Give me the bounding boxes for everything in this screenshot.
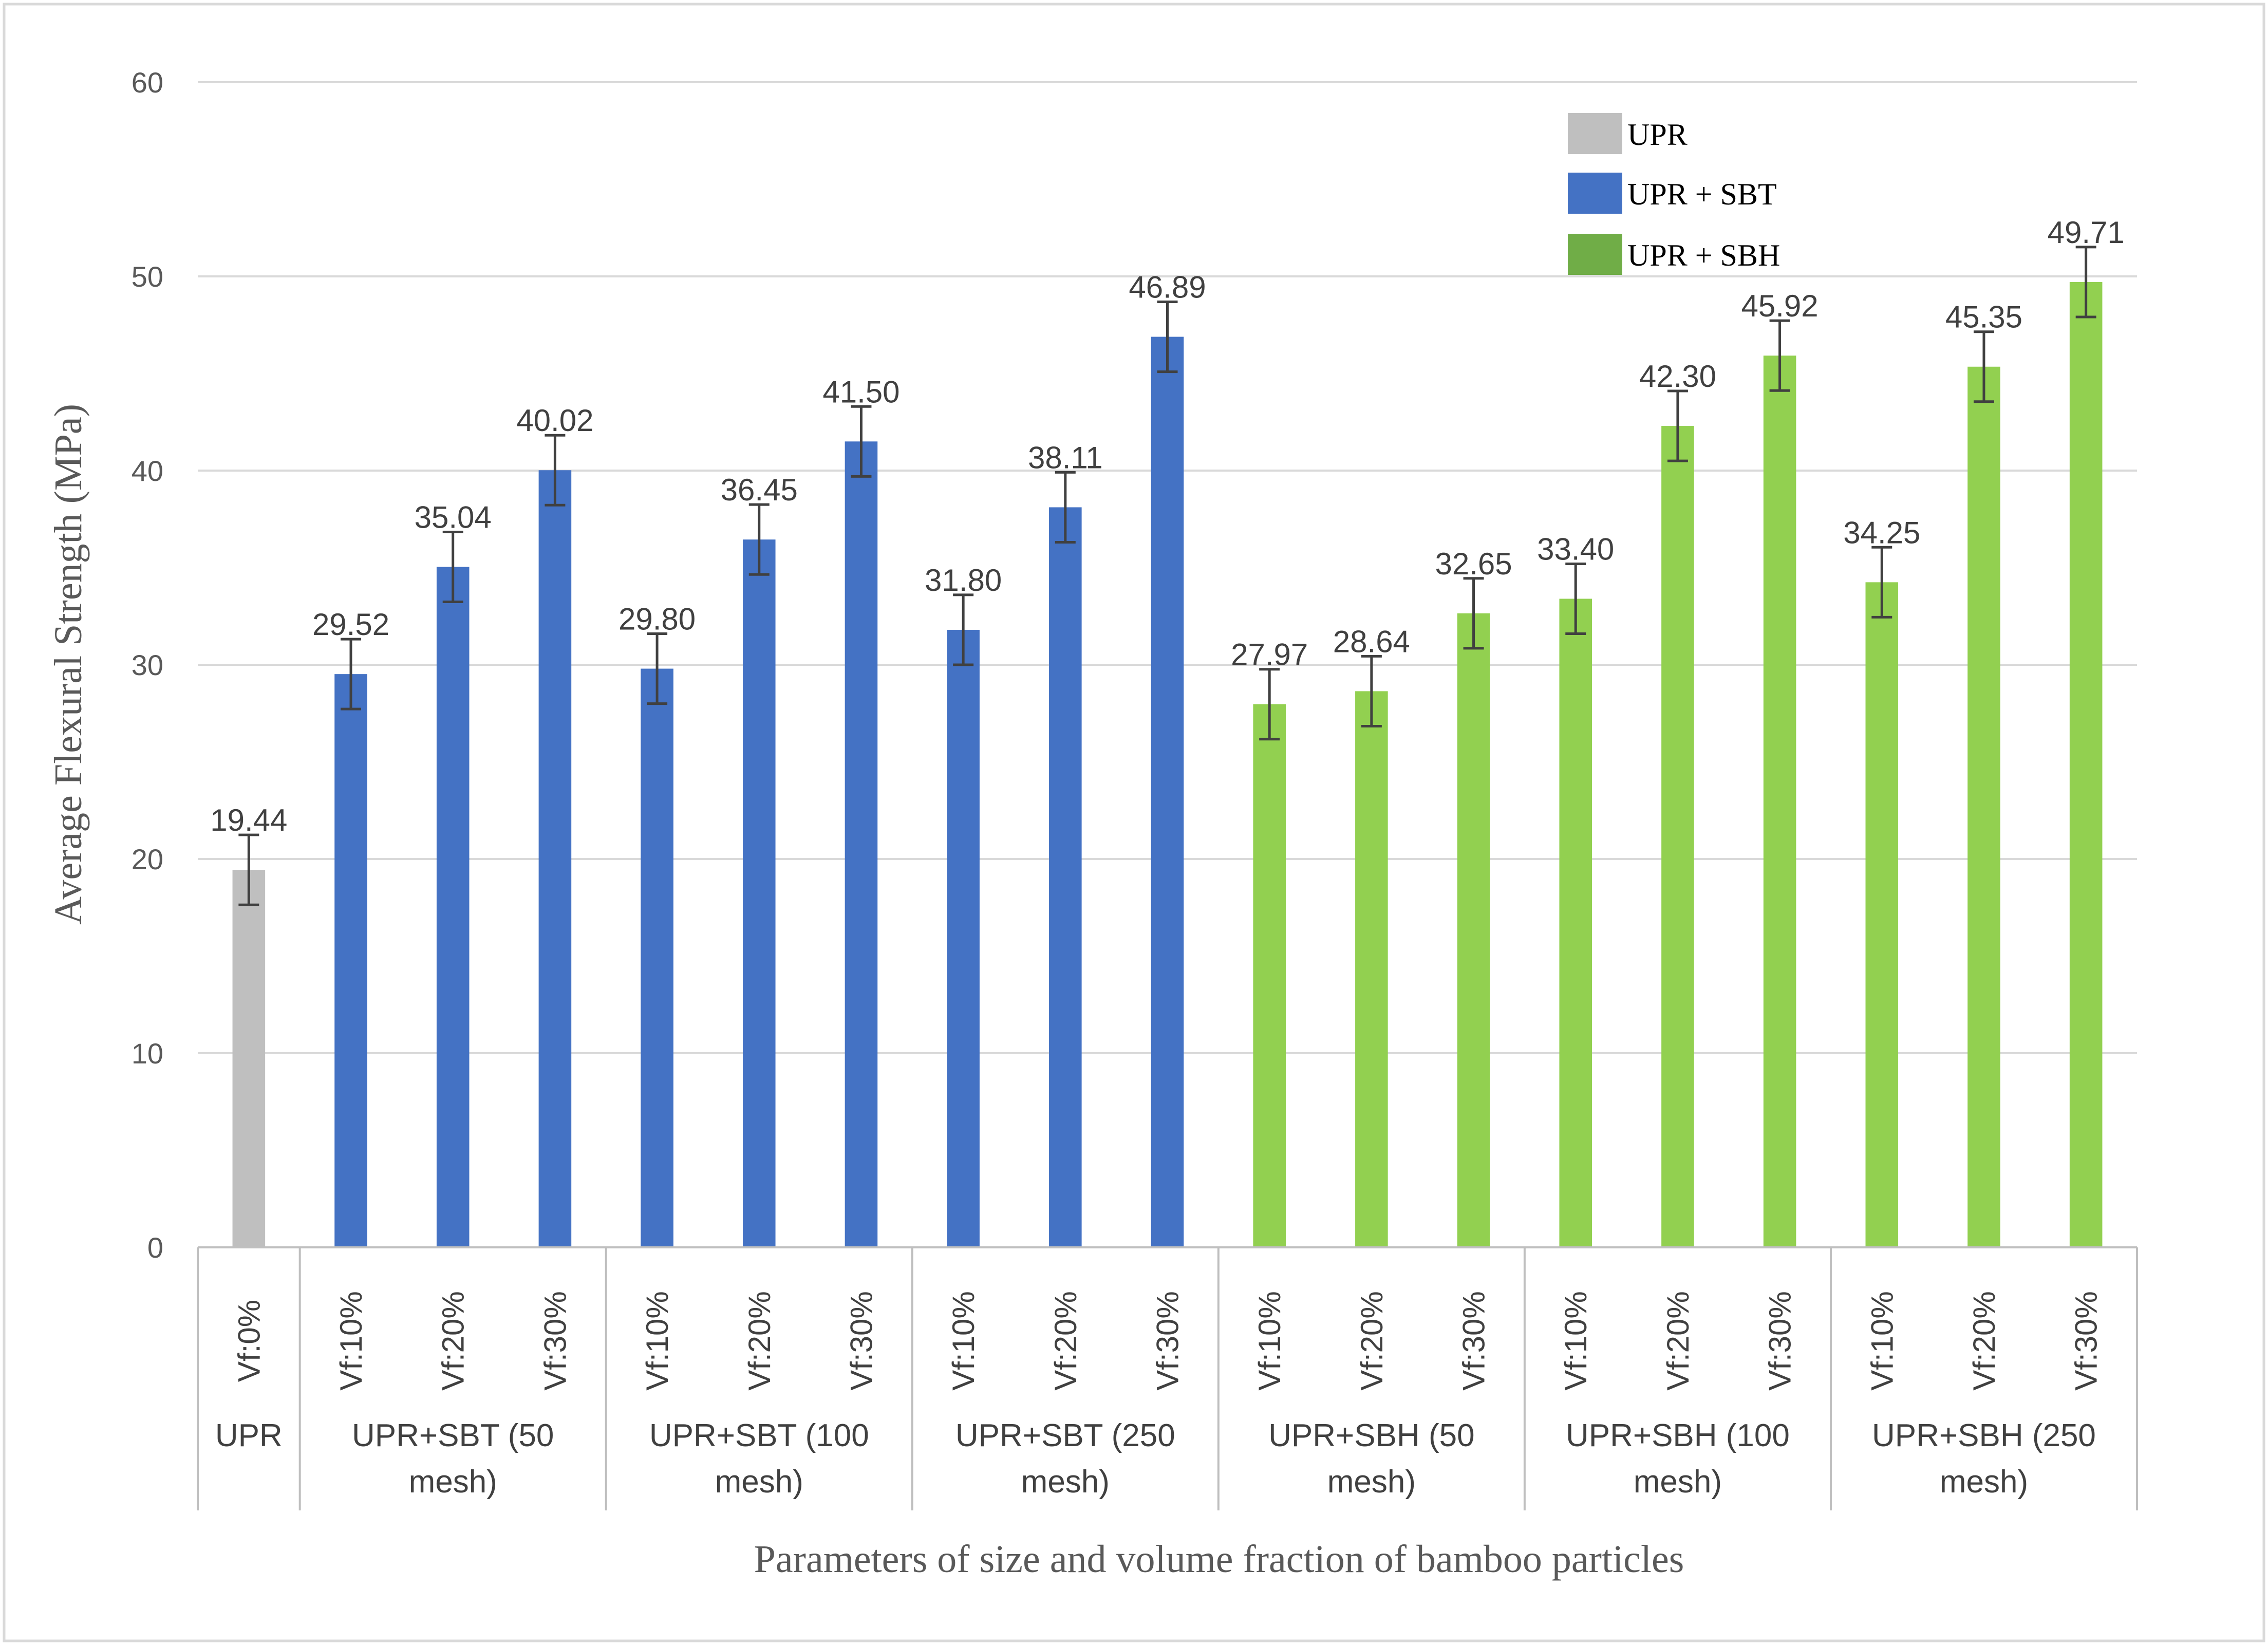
data-label: 35.04	[415, 500, 492, 534]
y-tick-label: 20	[132, 843, 163, 875]
bar	[641, 668, 673, 1247]
group-label: UPR+SBH (100	[1566, 1418, 1790, 1453]
bar	[1049, 507, 1082, 1247]
bar	[1355, 691, 1388, 1247]
category-tick-label: Vf:10%	[1865, 1291, 1899, 1390]
group-label: UPR+SBH (50	[1268, 1418, 1474, 1453]
data-label: 41.50	[822, 375, 899, 409]
data-label: 32.65	[1435, 547, 1512, 581]
group-label: mesh)	[1327, 1464, 1416, 1500]
group-label: UPR+SBT (100	[649, 1418, 869, 1453]
category-tick-label: Vf:30%	[1457, 1291, 1491, 1390]
bar	[538, 470, 572, 1247]
y-tick-label: 60	[132, 66, 163, 99]
category-tick-label: Vf:20%	[1048, 1291, 1083, 1390]
category-tick-label: Vf:20%	[742, 1291, 777, 1390]
category-tick-label: Vf:30%	[538, 1291, 572, 1390]
data-label: 36.45	[721, 473, 798, 507]
data-label: 38.11	[1028, 440, 1103, 475]
legend-swatch	[1568, 234, 1622, 275]
x-axis: Vf:0% UPR Vf:10% Vf:20% Vf:30% UPR+SBT (50 mes…	[197, 1246, 2138, 1510]
bar	[845, 441, 878, 1247]
category-tick-label: Vf:10%	[946, 1291, 981, 1390]
legend-label: UPR	[1627, 118, 1688, 152]
bar	[232, 870, 266, 1247]
bar	[1253, 704, 1286, 1247]
bar	[2069, 282, 2103, 1248]
category-tick-label: Vf:10%	[1559, 1291, 1593, 1390]
bar	[947, 629, 980, 1247]
data-label: 49.71	[2048, 215, 2125, 250]
data-label: 34.25	[1843, 515, 1920, 550]
category-tick-label: Vf:30%	[844, 1291, 878, 1390]
data-label: 31.80	[925, 563, 1002, 597]
y-axis-title: Average Flexural Strength (MPa)	[47, 404, 90, 925]
legend-label: UPR + SBH	[1627, 238, 1780, 272]
data-label: 46.89	[1129, 270, 1206, 305]
group-label: mesh)	[1940, 1464, 2028, 1500]
legend-swatch	[1568, 113, 1622, 154]
gridlines: 0 10 20 30 40 50 60	[132, 66, 2137, 1264]
data-label: 19.44	[210, 803, 287, 837]
group-label: mesh)	[1634, 1464, 1722, 1500]
group-label: UPR+SBH (250	[1872, 1418, 2096, 1453]
bar	[742, 539, 776, 1247]
data-label: 27.97	[1231, 638, 1308, 672]
y-tick-label: 0	[147, 1231, 163, 1264]
category-tick-label: Vf:10%	[1252, 1291, 1287, 1390]
data-labels: 19.44 29.52 35.04 40.02 29.80 36.45 41.50 31.80…	[210, 215, 2124, 837]
data-label: 45.92	[1741, 289, 1819, 323]
group-label: UPR	[215, 1418, 283, 1453]
group-label: UPR+SBT (50	[352, 1418, 554, 1453]
y-tick-label: 50	[132, 260, 163, 293]
category-tick-label: Vf:30%	[1763, 1291, 1797, 1390]
category-tick-label: Vf:30%	[1151, 1291, 1185, 1390]
bar	[1559, 599, 1592, 1247]
group-label: UPR+SBT (250	[955, 1418, 1175, 1453]
bar	[1661, 426, 1694, 1247]
category-tick-label: Vf:20%	[436, 1291, 471, 1390]
bar	[1151, 337, 1184, 1247]
bar	[1967, 366, 2000, 1247]
data-label: 45.35	[1945, 300, 2022, 334]
bar	[1865, 582, 1899, 1247]
data-label: 42.30	[1639, 359, 1716, 394]
category-tick-label: Vf:20%	[1967, 1291, 2001, 1390]
group-label: mesh)	[409, 1464, 497, 1500]
legend: UPR UPR + SBT UPR + SBH	[1568, 113, 1780, 275]
bar	[1763, 356, 1796, 1247]
legend-swatch	[1568, 173, 1622, 214]
data-label: 33.40	[1537, 532, 1614, 566]
category-tick-label: Vf:30%	[2069, 1291, 2104, 1390]
y-tick-label: 10	[132, 1037, 163, 1070]
y-tick-label: 30	[132, 649, 163, 681]
data-label: 40.02	[516, 403, 593, 438]
bar	[334, 674, 367, 1247]
group-label: mesh)	[1021, 1464, 1110, 1500]
category-tick-label: Vf:10%	[640, 1291, 674, 1390]
bars	[232, 246, 2103, 1248]
category-tick-label: Vf:10%	[334, 1291, 368, 1390]
category-tick-label: Vf:20%	[1355, 1291, 1389, 1390]
y-tick-label: 40	[132, 455, 163, 487]
bar	[436, 567, 470, 1247]
category-tick-label: Vf:0%	[232, 1300, 266, 1382]
data-label: 28.64	[1333, 624, 1410, 659]
group-label: mesh)	[715, 1464, 803, 1500]
bar	[1457, 613, 1490, 1247]
x-axis-title: Parameters of size and volume fraction o…	[754, 1538, 1684, 1581]
category-tick-label: Vf:20%	[1661, 1291, 1695, 1390]
data-label: 29.80	[618, 602, 696, 637]
data-label: 29.52	[312, 607, 389, 642]
legend-label: UPR + SBT	[1627, 177, 1777, 211]
